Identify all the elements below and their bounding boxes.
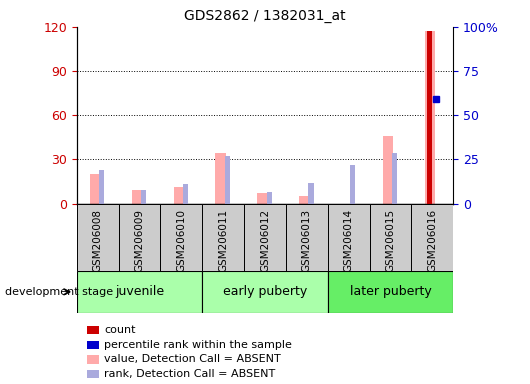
Bar xyxy=(161,204,202,271)
Bar xyxy=(87,341,99,349)
Bar xyxy=(119,204,161,271)
Bar xyxy=(141,190,146,204)
Bar xyxy=(87,370,99,378)
Text: GSM206010: GSM206010 xyxy=(176,209,187,272)
Bar xyxy=(383,136,393,204)
Bar xyxy=(308,183,314,204)
Text: GSM206011: GSM206011 xyxy=(218,209,228,272)
Bar xyxy=(257,193,268,204)
Bar xyxy=(225,156,230,204)
Bar xyxy=(411,204,453,271)
Bar xyxy=(286,204,328,271)
Text: GSM206013: GSM206013 xyxy=(302,209,312,272)
Text: development stage: development stage xyxy=(5,287,113,297)
Bar xyxy=(425,31,435,204)
Bar xyxy=(328,271,453,313)
Bar xyxy=(87,355,99,364)
Bar xyxy=(202,204,244,271)
Bar xyxy=(132,190,142,204)
Text: juvenile: juvenile xyxy=(115,285,164,298)
Bar xyxy=(216,154,226,204)
Text: later puberty: later puberty xyxy=(350,285,431,298)
Bar xyxy=(427,31,432,204)
Bar xyxy=(369,204,411,271)
Text: GSM206008: GSM206008 xyxy=(93,209,103,272)
Bar xyxy=(87,326,99,334)
Bar xyxy=(183,184,188,204)
Bar xyxy=(350,165,355,204)
Text: GSM206015: GSM206015 xyxy=(385,209,395,272)
Text: GSM206009: GSM206009 xyxy=(135,209,145,272)
Bar xyxy=(267,192,272,204)
Bar xyxy=(299,196,310,204)
Text: value, Detection Call = ABSENT: value, Detection Call = ABSENT xyxy=(104,354,281,364)
Title: GDS2862 / 1382031_at: GDS2862 / 1382031_at xyxy=(184,9,346,23)
Text: percentile rank within the sample: percentile rank within the sample xyxy=(104,340,292,350)
Text: count: count xyxy=(104,325,136,335)
Text: early puberty: early puberty xyxy=(223,285,307,298)
Bar xyxy=(77,204,119,271)
Bar xyxy=(392,154,397,204)
Text: GSM206014: GSM206014 xyxy=(343,209,354,272)
Text: GSM206012: GSM206012 xyxy=(260,209,270,272)
Text: rank, Detection Call = ABSENT: rank, Detection Call = ABSENT xyxy=(104,369,276,379)
Bar xyxy=(328,204,369,271)
Bar xyxy=(100,170,104,204)
Bar xyxy=(202,271,328,313)
Bar xyxy=(90,174,101,204)
Bar xyxy=(174,187,184,204)
Text: GSM206016: GSM206016 xyxy=(427,209,437,272)
Bar xyxy=(244,204,286,271)
Bar xyxy=(77,271,202,313)
